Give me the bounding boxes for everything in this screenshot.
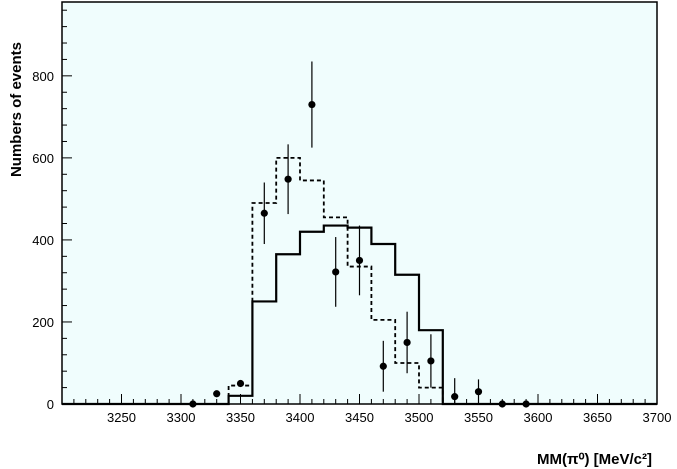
data-point [403, 338, 411, 347]
y-tick-label: 200 [32, 315, 54, 330]
data-point [284, 175, 292, 183]
data-point [308, 100, 316, 109]
data-point [213, 390, 221, 398]
data-point [451, 393, 459, 401]
x-tick-label: 3650 [583, 410, 612, 425]
x-tick-label: 3400 [286, 410, 315, 425]
x-tick-label: 3450 [345, 410, 374, 425]
data-point [522, 400, 530, 408]
dashed-histogram [227, 156, 444, 404]
data-point [355, 256, 364, 265]
data-point [498, 400, 506, 408]
data-point [427, 357, 435, 365]
y-tick-label: 600 [32, 151, 54, 166]
dashed-histogram-line [227, 156, 444, 404]
data-point [189, 400, 197, 408]
x-tick-label: 3250 [107, 410, 136, 425]
y-axis-title: Numbers of events [8, 42, 25, 177]
x-tick-label: 3700 [643, 410, 672, 425]
data-point [474, 388, 483, 396]
x-tick-label: 3350 [226, 410, 255, 425]
data-point [236, 379, 245, 388]
data-point [260, 209, 268, 217]
x-tick-label: 3600 [524, 410, 553, 425]
plot-area [61, 1, 658, 405]
x-tick-label: 3500 [405, 410, 434, 425]
data-point [379, 362, 387, 370]
x-tick-label: 3550 [464, 410, 493, 425]
data-point [332, 268, 340, 276]
y-tick-label: 800 [32, 69, 54, 84]
y-tick-label: 0 [47, 397, 54, 412]
data-points [189, 61, 530, 408]
x-axis-title: MM(π⁰) [MeV/c²] [537, 451, 652, 468]
x-tick-label: 3300 [167, 410, 196, 425]
y-tick-label: 400 [32, 233, 54, 248]
tick-labels: 3250 3300 3350 3400 3450 3500 3550 3600 3650 3700… [32, 69, 671, 425]
